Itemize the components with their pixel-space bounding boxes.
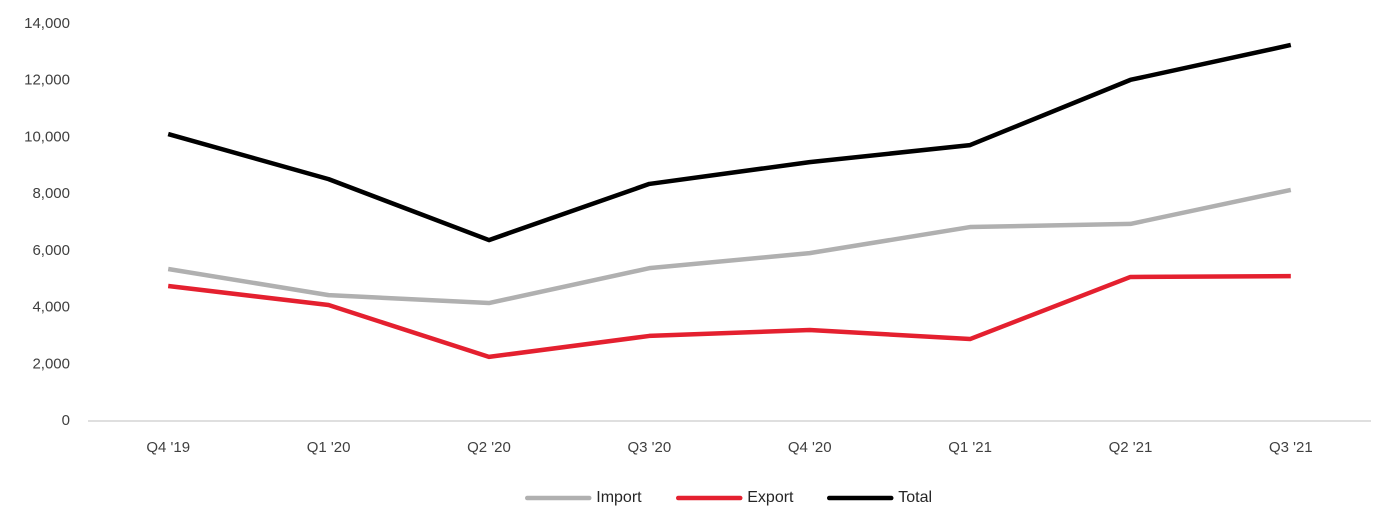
y-tick-label: 8,000 xyxy=(32,185,70,202)
y-tick-label: 10,000 xyxy=(24,128,70,145)
legend-label: Import xyxy=(596,489,642,506)
x-tick-label: Q2 '21 xyxy=(1109,439,1153,456)
x-tick-label: Q3 '20 xyxy=(627,439,671,456)
x-tick-label: Q4 '20 xyxy=(788,439,832,456)
x-tick-label: Q4 '19 xyxy=(146,439,190,456)
x-tick-label: Q1 '20 xyxy=(307,439,351,456)
legend-label: Total xyxy=(898,489,932,506)
y-tick-label: 12,000 xyxy=(24,72,70,89)
y-tick-label: 4,000 xyxy=(32,299,70,316)
y-tick-label: 6,000 xyxy=(32,242,70,259)
y-tick-label: 0 xyxy=(62,412,70,429)
legend-label: Export xyxy=(747,489,794,506)
series-line xyxy=(167,42,1292,243)
x-tick-label: Q1 '21 xyxy=(948,439,992,456)
x-tick-label: Q2 '20 xyxy=(467,439,511,456)
y-tick-label: 14,000 xyxy=(24,15,70,32)
y-tick-label: 2,000 xyxy=(32,355,70,372)
series-line xyxy=(167,187,1292,306)
series-line xyxy=(167,273,1291,360)
x-tick-label: Q3 '21 xyxy=(1269,439,1313,456)
